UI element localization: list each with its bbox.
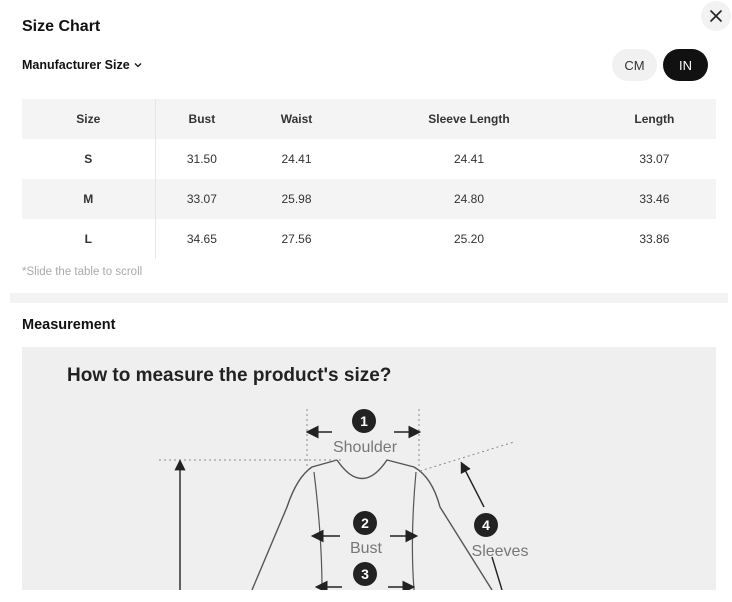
table-row: L 34.65 27.56 25.20 33.86 bbox=[22, 219, 716, 259]
table-row: M 33.07 25.98 24.80 33.46 bbox=[22, 179, 716, 219]
table-cell: 25.20 bbox=[453, 232, 484, 246]
measurement-heading: How to measure the product's size? bbox=[67, 365, 392, 386]
column-header-waist: Waist bbox=[248, 99, 345, 139]
measurement-image: How to measure the product's size? 1 Sho… bbox=[22, 347, 716, 590]
size-table[interactable]: Size Bust Waist Sleeve Length Length S 3… bbox=[22, 99, 716, 259]
table-cell: 25.98 bbox=[248, 179, 345, 219]
table-cell: 27.56 bbox=[281, 232, 312, 246]
unit-toggle: CM IN bbox=[612, 49, 708, 81]
shoulder-label: Shoulder bbox=[333, 439, 398, 456]
table-cell: 31.50 bbox=[186, 152, 217, 166]
column-header-bust: Bust bbox=[155, 99, 249, 139]
table-cell: 33.46 bbox=[593, 179, 716, 219]
manufacturer-size-label: Manufacturer Size bbox=[22, 58, 130, 72]
badge-2 bbox=[353, 511, 377, 535]
table-cell: 33.86 bbox=[639, 232, 670, 246]
column-header-length: Length bbox=[593, 99, 716, 139]
badge-1-label: 1 bbox=[360, 413, 368, 429]
badge-3-label: 3 bbox=[361, 566, 369, 582]
bust-label: Bust bbox=[350, 540, 383, 557]
chevron-down-icon bbox=[134, 63, 142, 68]
table-cell: 33.07 bbox=[639, 152, 670, 166]
column-header-size: Size bbox=[22, 99, 156, 139]
badge-1 bbox=[352, 409, 376, 433]
table-cell: 24.80 bbox=[344, 179, 594, 219]
column-header-sleeve-length: Sleeve Length bbox=[344, 99, 594, 139]
table-header-row: Size Bust Waist Sleeve Length Length bbox=[22, 99, 716, 139]
scroll-hint: *Slide the table to scroll bbox=[22, 266, 143, 278]
unit-cm-button[interactable]: CM bbox=[612, 49, 657, 81]
badge-2-label: 2 bbox=[361, 515, 369, 531]
table-cell: 34.65 bbox=[186, 232, 217, 246]
manufacturer-size-dropdown[interactable]: Manufacturer Size bbox=[22, 58, 143, 72]
table-cell-size: L bbox=[22, 219, 156, 259]
badge-3 bbox=[353, 562, 377, 586]
page-title: Size Chart bbox=[22, 18, 101, 35]
badge-4-label: 4 bbox=[482, 517, 490, 533]
table-cell-size: M bbox=[22, 179, 156, 219]
unit-in-button[interactable]: IN bbox=[663, 49, 708, 81]
table-cell: 33.07 bbox=[155, 179, 249, 219]
table-cell: 24.41 bbox=[453, 152, 484, 166]
close-button[interactable] bbox=[701, 1, 731, 31]
table-cell: 24.41 bbox=[281, 152, 312, 166]
measurement-title: Measurement bbox=[22, 317, 116, 333]
sleeves-label: Sleeves bbox=[472, 543, 529, 560]
section-divider bbox=[10, 293, 728, 303]
close-icon bbox=[710, 10, 722, 22]
garment-outline bbox=[336, 459, 493, 590]
badge-4 bbox=[474, 513, 498, 537]
table-cell-size: S bbox=[22, 139, 156, 179]
table-row: S 31.50 24.41 24.41 33.07 bbox=[22, 139, 716, 179]
